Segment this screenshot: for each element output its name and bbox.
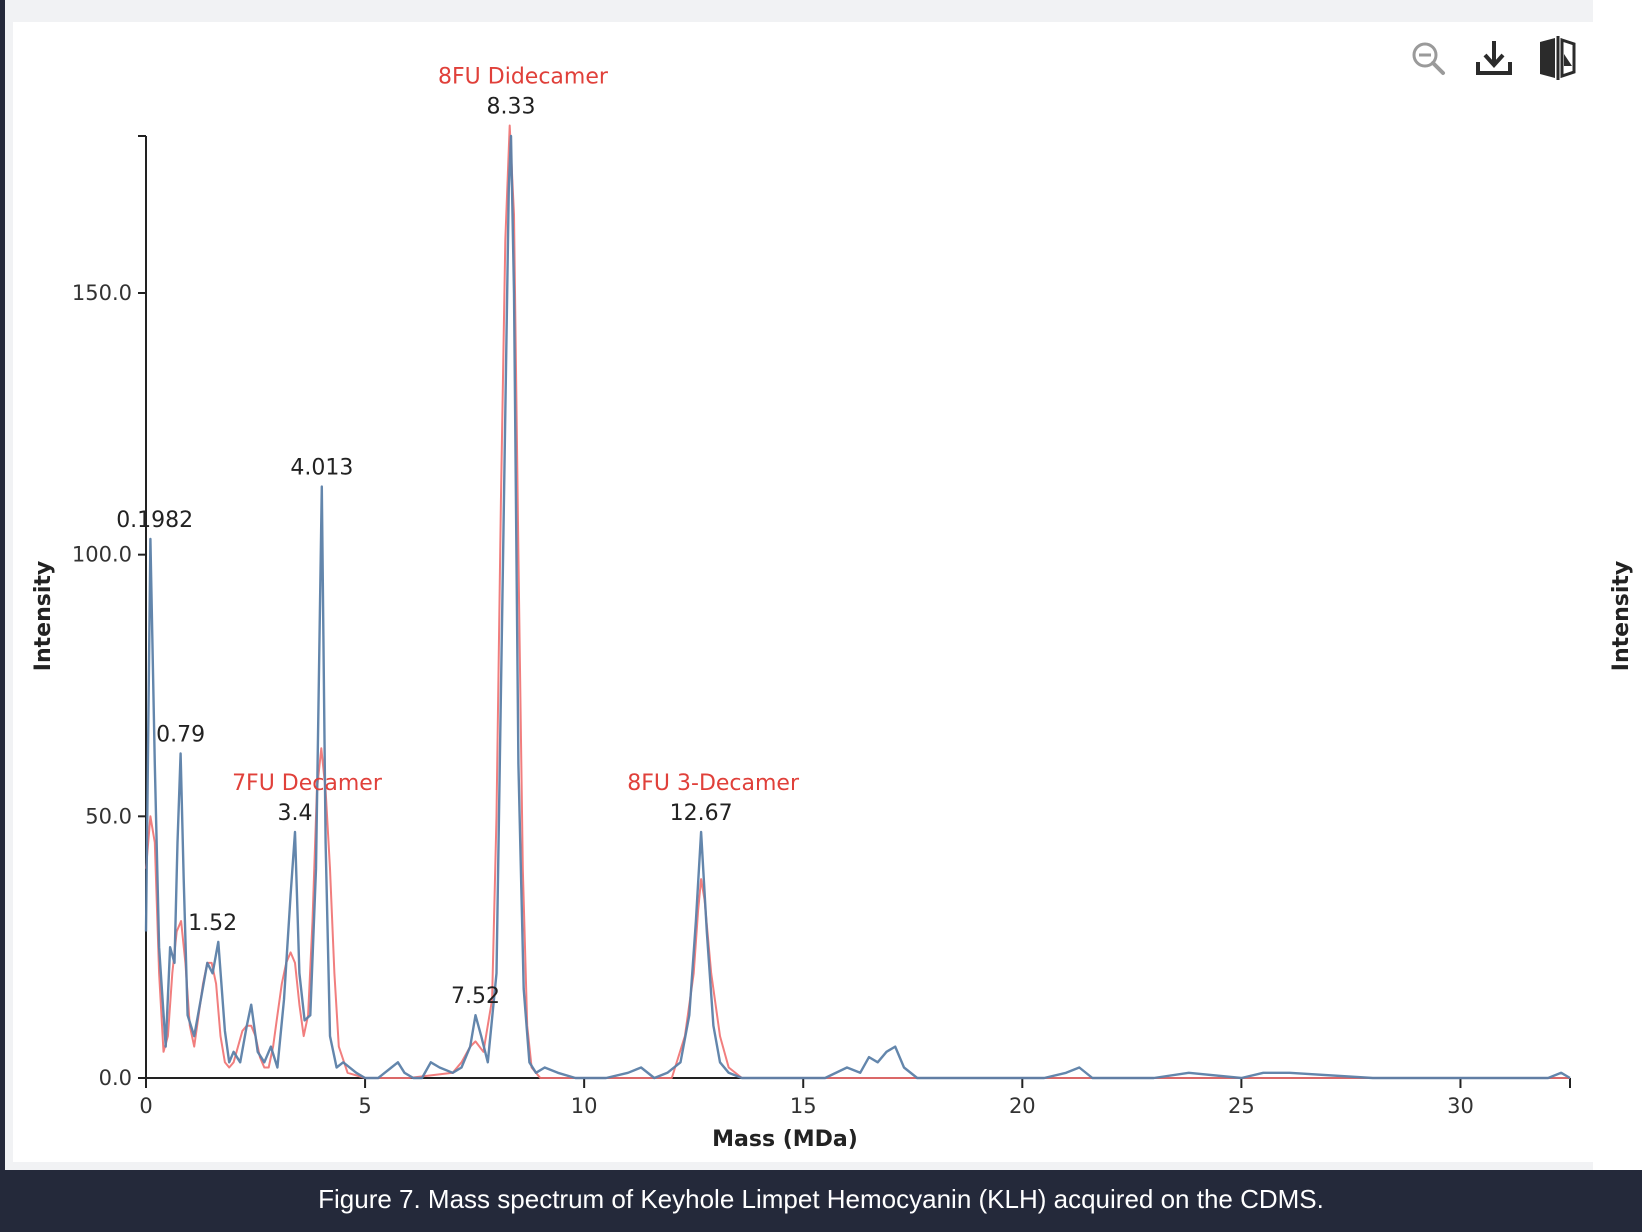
y-tick-label: 150.0 [72,281,132,305]
peak-annotation: 7FU Decamer [232,771,383,796]
plot-card [13,22,1593,1162]
y-tick-label: 50.0 [85,804,132,828]
x-tick-label: 20 [1009,1094,1036,1118]
download-icon[interactable] [1474,38,1514,78]
x-tick-label: 0 [139,1094,152,1118]
peak-label: 8.33 [486,95,535,120]
peak-annotation: 8FU 3-Decamer [627,771,800,796]
compare-icon[interactable] [1538,36,1578,80]
figure-caption: Figure 7. Mass spectrum of Keyhole Limpe… [318,1184,1324,1214]
x-tick-label: 15 [790,1094,817,1118]
mass-spectrum-chart: 0.0 50.0 100.0 150.0 0 5 10 15 20 25 30 0.1982 0.79… [31,36,1634,1152]
zoom-out-icon[interactable] [1408,38,1448,78]
peak-label: 0.1982 [116,508,193,533]
x-tick-label: 25 [1228,1094,1255,1118]
x-tick-label: 30 [1447,1094,1474,1118]
peak-label: 0.79 [156,723,205,748]
peak-label: 1.52 [188,911,237,936]
label-layer: 0.1982 0.79 1.52 3.4 4.013 7.52 8.33 12.67 7FU D… [116,65,800,1010]
peak-label: 7.52 [451,984,500,1009]
secondary-panel-edge [1593,0,1642,1170]
x-tick-label: 10 [571,1094,598,1118]
raw-series-line [144,134,1571,1080]
fit-series-line [145,124,1570,1079]
x-axis-title: Mass (MDa) [712,1127,858,1152]
y-axis-title-right: Intensity [1609,561,1634,671]
x-tick-label: 5 [358,1094,371,1118]
peak-label: 12.67 [670,801,733,826]
y-tick-label: 100.0 [72,543,132,567]
peak-label: 4.013 [290,456,353,481]
y-axis-title: Intensity [31,561,56,671]
series-layer [144,124,1571,1080]
y-tick-label: 0.0 [99,1066,132,1090]
peak-label: 3.4 [277,801,312,826]
peak-annotation: 8FU Didecamer [438,65,609,90]
